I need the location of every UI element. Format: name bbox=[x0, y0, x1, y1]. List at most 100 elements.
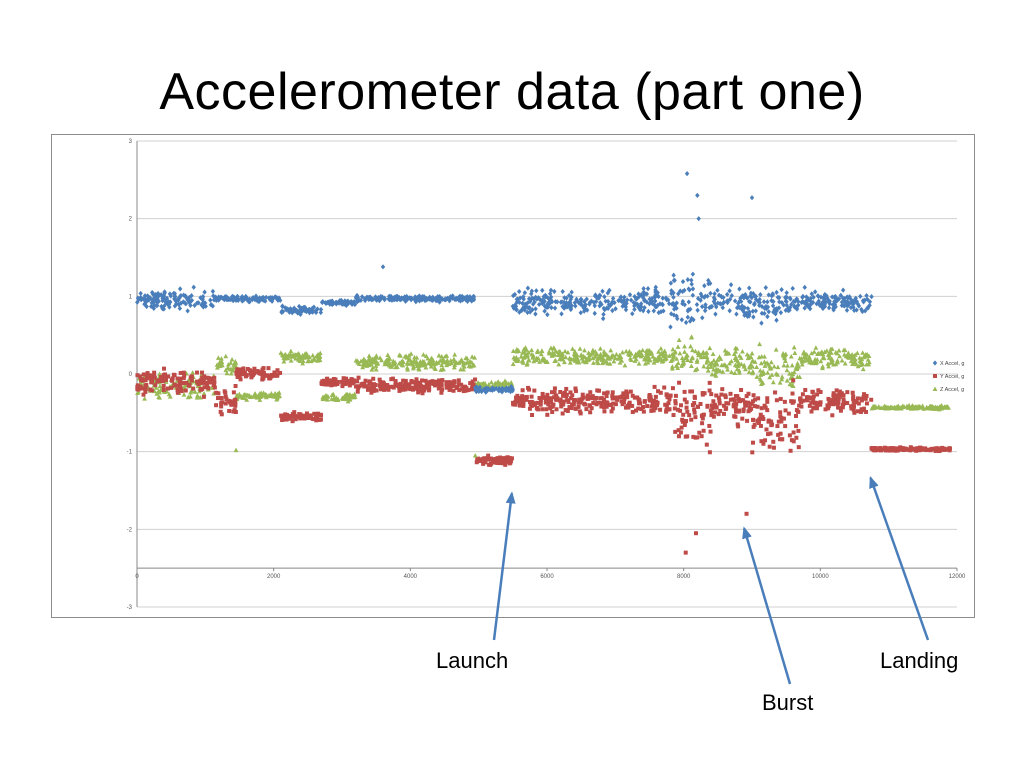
data-point bbox=[500, 458, 505, 463]
data-point bbox=[591, 401, 596, 406]
data-point bbox=[156, 394, 162, 399]
data-point bbox=[798, 396, 803, 401]
data-point bbox=[737, 353, 742, 358]
data-point bbox=[712, 360, 718, 366]
data-point bbox=[588, 390, 593, 395]
data-point bbox=[811, 394, 816, 399]
data-point bbox=[790, 391, 795, 396]
data-point bbox=[851, 304, 856, 310]
data-point bbox=[239, 371, 244, 376]
data-point bbox=[510, 361, 516, 367]
data-point bbox=[429, 355, 435, 361]
data-point bbox=[709, 303, 715, 310]
data-point bbox=[408, 351, 414, 356]
data-point bbox=[505, 455, 510, 460]
data-point bbox=[649, 408, 654, 413]
data-point bbox=[598, 396, 603, 401]
data-point bbox=[776, 295, 782, 301]
data-point bbox=[488, 462, 493, 467]
data-point bbox=[716, 395, 721, 400]
data-point bbox=[841, 397, 846, 402]
data-point bbox=[778, 410, 783, 415]
data-point bbox=[826, 305, 832, 311]
data-point bbox=[845, 303, 851, 309]
data-point bbox=[589, 298, 594, 304]
data-point bbox=[690, 389, 695, 394]
data-point bbox=[703, 304, 708, 311]
data-point bbox=[802, 305, 807, 311]
data-point bbox=[437, 378, 442, 383]
data-point bbox=[218, 396, 223, 401]
data-point bbox=[685, 314, 691, 320]
data-point bbox=[715, 287, 720, 293]
data-point bbox=[543, 400, 548, 405]
data-point bbox=[632, 358, 638, 363]
data-point bbox=[799, 357, 805, 363]
data-point bbox=[534, 288, 539, 294]
data-point bbox=[714, 393, 719, 398]
data-point bbox=[278, 370, 283, 375]
data-point bbox=[867, 302, 872, 309]
data-point bbox=[208, 297, 213, 303]
data-point bbox=[488, 456, 493, 461]
data-point bbox=[618, 395, 623, 400]
data-point bbox=[268, 376, 273, 381]
data-point bbox=[831, 393, 836, 398]
data-point bbox=[790, 383, 796, 388]
data-point bbox=[331, 382, 336, 387]
data-point bbox=[520, 394, 525, 399]
data-point bbox=[240, 368, 245, 373]
data-point bbox=[188, 375, 193, 380]
data-point bbox=[177, 305, 183, 312]
data-point bbox=[703, 353, 709, 359]
data-point bbox=[461, 367, 466, 372]
data-point bbox=[423, 353, 429, 358]
data-point bbox=[707, 450, 712, 455]
data-point bbox=[215, 365, 220, 370]
data-point bbox=[613, 351, 619, 357]
data-point bbox=[567, 360, 573, 365]
data-point bbox=[673, 399, 678, 404]
data-point bbox=[260, 367, 265, 372]
data-point bbox=[564, 300, 569, 306]
data-point bbox=[225, 296, 230, 303]
data-point bbox=[157, 371, 163, 377]
data-point bbox=[669, 290, 674, 297]
data-point bbox=[767, 374, 773, 380]
data-point bbox=[524, 361, 530, 366]
data-point bbox=[824, 348, 830, 353]
data-point bbox=[618, 297, 623, 304]
data-point bbox=[314, 418, 319, 423]
data-point bbox=[214, 390, 219, 395]
data-point bbox=[820, 351, 826, 357]
data-point bbox=[362, 382, 367, 387]
data-point bbox=[883, 404, 889, 410]
data-point bbox=[774, 317, 779, 323]
data-point bbox=[841, 347, 847, 353]
data-point bbox=[196, 382, 201, 387]
data-point bbox=[534, 296, 540, 302]
data-point bbox=[185, 308, 190, 314]
data-point bbox=[865, 305, 871, 311]
data-point bbox=[279, 413, 284, 418]
data-point bbox=[569, 289, 574, 295]
data-point bbox=[858, 409, 863, 414]
data-point bbox=[420, 294, 425, 300]
data-point bbox=[378, 382, 383, 387]
data-point bbox=[801, 351, 806, 356]
data-point bbox=[734, 363, 740, 368]
data-point bbox=[908, 448, 913, 453]
data-point bbox=[682, 397, 687, 402]
data-point bbox=[735, 422, 740, 427]
data-point bbox=[484, 457, 489, 462]
data-point bbox=[384, 357, 390, 362]
data-point bbox=[716, 367, 721, 373]
data-point bbox=[386, 296, 391, 302]
data-point bbox=[607, 356, 613, 361]
data-point bbox=[592, 349, 598, 354]
data-point bbox=[837, 353, 842, 359]
data-point bbox=[532, 402, 537, 407]
data-point bbox=[272, 370, 277, 375]
data-point bbox=[866, 353, 872, 359]
data-point bbox=[148, 387, 153, 392]
